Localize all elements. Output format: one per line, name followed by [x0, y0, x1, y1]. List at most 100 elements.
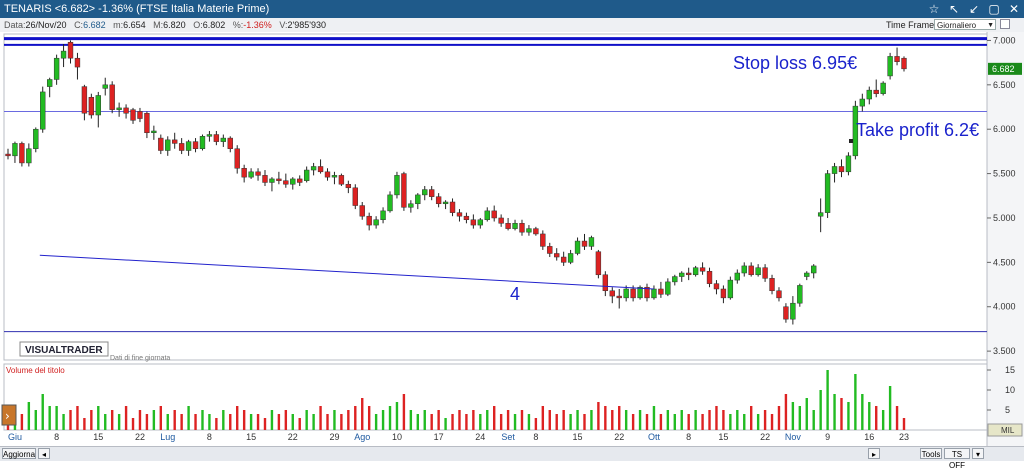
x-tick-label: 15: [718, 432, 728, 442]
candle-body: [484, 210, 490, 220]
chart-background: [0, 32, 1024, 446]
candle-body: [859, 98, 866, 107]
volume-bar: [104, 414, 107, 430]
candle-body: [206, 134, 213, 137]
volume-bar: [34, 410, 37, 430]
candle-body: [158, 137, 164, 151]
candle-body: [609, 290, 615, 297]
volume-bar: [715, 406, 718, 430]
update-button[interactable]: Aggiorna: [2, 448, 36, 459]
volume-bar: [777, 406, 781, 430]
candle-body: [824, 173, 831, 213]
price-chart[interactable]: 7.000 6.500 6.000 5.500 5.000 4.500 4.000 3.500…: [0, 32, 1024, 446]
volume-unit-badge-box: [987, 423, 1023, 437]
volume-bar: [340, 414, 343, 430]
volume-bar: [652, 406, 656, 430]
volume-bar: [756, 414, 760, 430]
candle-body: [130, 109, 136, 121]
volume-bar: [229, 414, 232, 430]
volume-tick-label: 15: [1005, 365, 1015, 375]
volume-bar: [173, 410, 176, 430]
high-value: 6.820: [163, 20, 186, 30]
volume-bar: [805, 398, 808, 430]
volume-bar: [645, 414, 649, 430]
volume-bar: [749, 406, 753, 430]
collapse-arrow-icon[interactable]: ↙: [968, 2, 980, 16]
maximize-icon[interactable]: ▢: [988, 2, 1000, 16]
low-label: m:: [113, 20, 124, 30]
candle-body: [352, 187, 358, 206]
volume-bar: [888, 386, 892, 430]
volume-bar: [624, 410, 628, 430]
ts-off-button[interactable]: TS OFF: [944, 448, 970, 470]
vol-label: V:: [279, 20, 288, 30]
volume-bar: [812, 410, 815, 430]
candle-body: [783, 306, 789, 320]
high-label: M:: [153, 20, 164, 30]
x-tick-label: 15: [246, 432, 256, 442]
chevron-right-icon[interactable]: ▸: [868, 448, 880, 459]
volume-bar: [798, 406, 802, 430]
candle-body: [46, 79, 53, 87]
volume-bar: [895, 406, 899, 430]
trendline: [39, 254, 654, 290]
expand-arrow-icon[interactable]: ↖: [948, 2, 960, 16]
candle-body: [852, 105, 859, 157]
volume-bar: [576, 410, 579, 430]
volume-panel-title: Volume del titolo: [6, 366, 65, 375]
volume-bar: [20, 414, 24, 430]
volume-bar: [680, 410, 683, 430]
candle-body: [109, 84, 115, 110]
volume-bar: [131, 418, 135, 430]
candle-body: [199, 136, 206, 149]
candle-body: [477, 219, 483, 226]
tools-button[interactable]: Tools: [920, 448, 942, 459]
volume-tick-label: 5: [1005, 405, 1010, 415]
chevron-down-icon[interactable]: ▾: [972, 448, 984, 459]
volume-bar: [868, 402, 871, 430]
price-tick-label: 5.000: [993, 213, 1016, 223]
volume-bar: [62, 414, 65, 430]
favorite-star-icon[interactable]: ☆: [928, 2, 940, 16]
volume-bar: [41, 394, 44, 430]
volume-unit-badge: MIL: [1001, 426, 1015, 435]
volume-bar: [902, 418, 906, 430]
volume-bar: [736, 410, 739, 430]
candle-body: [727, 279, 734, 299]
volume-bar: [263, 418, 267, 430]
volume-bar: [110, 410, 114, 430]
volume-bar: [117, 414, 121, 430]
volume-bar: [256, 414, 260, 430]
candle-body: [672, 276, 678, 283]
timeframe-select[interactable]: Giornaliero ▼: [934, 19, 996, 30]
volume-bar: [638, 410, 642, 430]
volume-bar: [249, 414, 253, 430]
close-icon[interactable]: ✕: [1008, 2, 1020, 16]
timeframe-checkbox[interactable]: [1000, 19, 1010, 29]
chevron-left-icon[interactable]: ◂: [38, 448, 50, 459]
x-tick-label: Nov: [785, 432, 802, 442]
timeframe-label: Time Frame: [886, 20, 935, 30]
volume-bar: [409, 410, 413, 430]
date-value: 26/Nov/20: [25, 20, 67, 30]
volume-bar: [374, 414, 378, 430]
candle-body: [401, 173, 407, 208]
x-tick-label: Ott: [648, 432, 661, 442]
price-badge-box: [988, 62, 1022, 75]
window-titlebar: TENARIS <6.682> -1.36% (FTSE Italia Mate…: [0, 0, 1024, 18]
volume-bar: [347, 410, 350, 430]
panel-toggle-button: [1, 404, 17, 426]
volume-bar: [326, 414, 329, 430]
price-tick-label: 4.500: [993, 257, 1016, 267]
x-tick-label: Ago: [354, 432, 370, 442]
candle-body: [845, 155, 852, 173]
candle-body: [116, 107, 122, 110]
volume-bar: [520, 410, 524, 430]
volume-bar: [458, 410, 461, 430]
volume-bar: [479, 414, 482, 430]
candle-body: [241, 168, 247, 178]
annotations: Stop loss 6.95€ Take profit 6.2€ 4 VISUALTR…: [1, 53, 979, 426]
volume-bar: [548, 410, 551, 430]
candle-body: [192, 141, 199, 149]
candle-body: [151, 130, 157, 134]
